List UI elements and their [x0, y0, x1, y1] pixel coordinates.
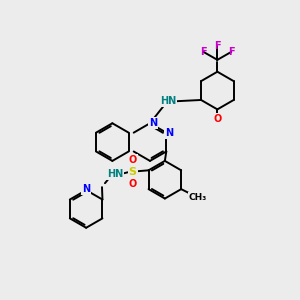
Text: F: F — [214, 41, 221, 51]
Text: O: O — [129, 179, 137, 189]
Text: O: O — [129, 155, 137, 165]
Text: O: O — [213, 114, 221, 124]
Text: N: N — [149, 118, 157, 128]
Text: F: F — [200, 47, 207, 57]
Text: S: S — [129, 167, 137, 177]
Text: N: N — [165, 128, 173, 138]
Text: F: F — [228, 47, 235, 57]
Text: N: N — [82, 184, 90, 194]
Text: CH₃: CH₃ — [189, 193, 207, 202]
Text: HN: HN — [107, 169, 123, 179]
Text: HN: HN — [160, 97, 176, 106]
